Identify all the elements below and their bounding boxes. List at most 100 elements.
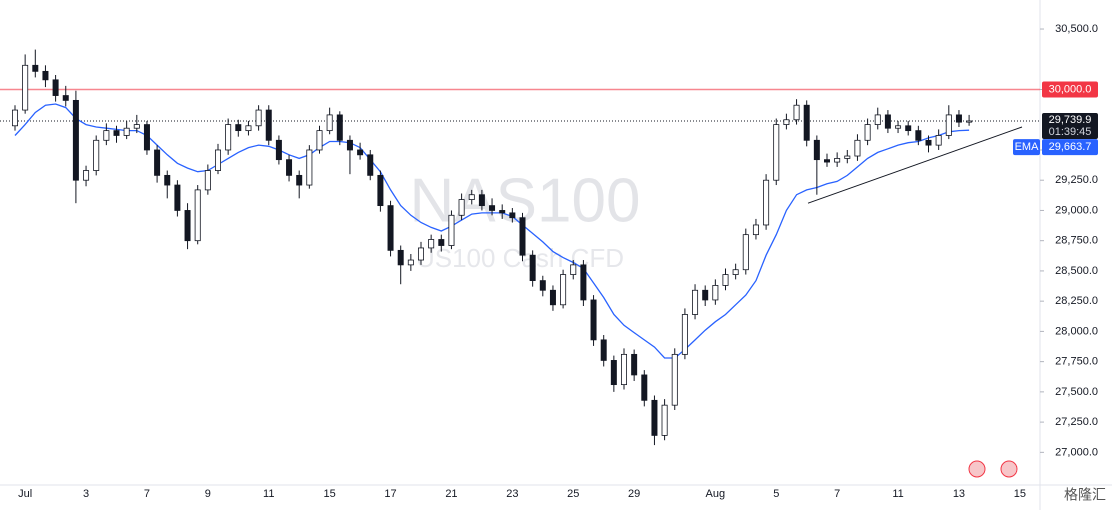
candle — [702, 285, 709, 306]
y-tick-label: 28,500.0 — [1055, 265, 1098, 277]
ema-name-box — [1013, 139, 1040, 156]
candle-body — [590, 299, 597, 341]
candle-body — [529, 254, 536, 281]
y-tick-label: 27,750.0 — [1055, 356, 1098, 368]
candle-body — [42, 70, 49, 81]
y-tick-label: 27,500.0 — [1055, 386, 1098, 398]
level-label: 30,000.0 — [1049, 83, 1092, 95]
candle-body — [651, 399, 658, 436]
candle — [661, 399, 668, 441]
candle — [752, 218, 759, 240]
candle — [844, 149, 851, 164]
candle-body — [763, 179, 770, 226]
candle — [306, 145, 313, 189]
candle — [489, 198, 496, 216]
x-tick-label: 11 — [892, 488, 903, 500]
candle — [397, 245, 404, 285]
candle — [955, 110, 962, 127]
ema-name: EMA — [1015, 141, 1040, 153]
candle-body — [824, 159, 831, 163]
candle — [945, 105, 952, 140]
candle-body — [702, 289, 709, 301]
flag-icon — [968, 460, 986, 478]
candle-body — [286, 159, 293, 176]
candle-body — [377, 174, 384, 207]
candle — [549, 285, 556, 311]
candle — [915, 125, 922, 146]
candle — [519, 212, 526, 262]
candle-body — [113, 130, 120, 136]
candle-body — [641, 374, 648, 401]
candle — [42, 65, 49, 88]
candle-body — [194, 189, 201, 242]
candle — [509, 208, 516, 223]
x-tick-label: Jul — [18, 488, 32, 500]
candle — [590, 295, 597, 346]
candle-body — [681, 314, 688, 355]
candle-body — [468, 194, 475, 200]
candle — [22, 54, 29, 114]
y-tick-label: 28,750.0 — [1055, 235, 1098, 247]
candle-body — [803, 104, 810, 141]
candle-body — [154, 149, 161, 176]
candle-body — [610, 360, 617, 386]
x-tick-label: 25 — [567, 488, 579, 500]
candle — [103, 123, 110, 146]
candle-body — [539, 280, 546, 291]
candle — [864, 118, 871, 146]
candle-body — [752, 224, 759, 236]
x-tick-label: 23 — [506, 488, 518, 500]
candle-body — [22, 64, 29, 111]
candle — [316, 125, 323, 154]
candle — [854, 134, 861, 161]
candle — [367, 149, 374, 181]
candle — [407, 253, 414, 271]
candle — [72, 90, 79, 204]
candle — [377, 170, 384, 212]
candle-body — [722, 274, 729, 286]
candle-body — [793, 104, 800, 121]
candle — [742, 228, 749, 275]
candle-body — [742, 234, 749, 271]
candle-body — [123, 127, 130, 136]
candle — [93, 135, 100, 176]
candle-body — [915, 130, 922, 141]
y-tick-label: 30,500.0 — [1055, 23, 1098, 35]
candle — [438, 234, 445, 252]
candle — [874, 107, 881, 130]
candle-body — [306, 149, 313, 186]
candle-body — [407, 259, 414, 266]
candle-body — [62, 95, 69, 101]
candle-body — [133, 124, 140, 129]
candle — [763, 174, 770, 230]
candle-body — [93, 139, 100, 171]
candle-body — [255, 109, 262, 127]
candle-body — [783, 119, 790, 125]
candle — [813, 135, 820, 195]
candle-body — [661, 404, 668, 436]
candle-body — [945, 114, 952, 136]
candle — [428, 234, 435, 253]
candle-body — [417, 247, 424, 261]
candle — [174, 180, 181, 217]
candle — [184, 203, 191, 250]
candle-body — [448, 214, 455, 246]
candle-body — [631, 353, 638, 376]
candle — [895, 120, 902, 134]
candle-body — [560, 274, 567, 306]
candle-body — [336, 114, 343, 141]
candle — [32, 49, 39, 78]
candle-body — [11, 109, 18, 127]
y-tick-label: 29,250.0 — [1055, 174, 1098, 186]
candle — [62, 85, 69, 107]
candle — [417, 241, 424, 265]
candle — [154, 145, 161, 183]
candle — [692, 284, 699, 320]
candle-body — [509, 212, 516, 219]
x-tick-label: Aug — [706, 488, 726, 500]
candle — [671, 348, 678, 411]
candle-body — [580, 264, 587, 301]
level-label-box — [1042, 81, 1098, 98]
candle-body — [245, 125, 252, 132]
